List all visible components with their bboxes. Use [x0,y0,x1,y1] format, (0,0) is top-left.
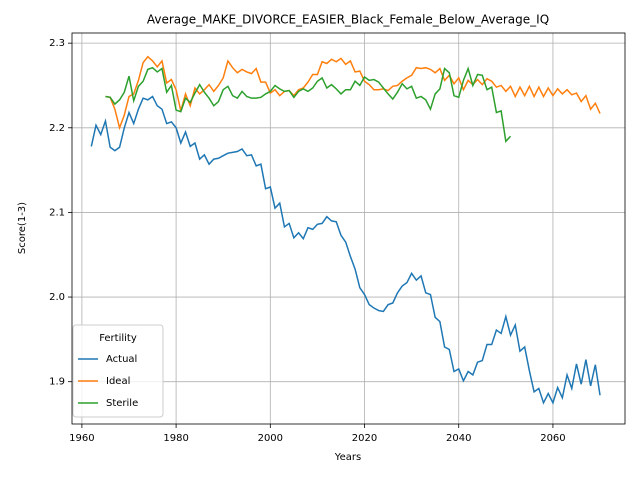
x-tick-label: 2000 [258,433,283,444]
legend-label: Sterile [106,398,138,409]
series-line [105,66,512,143]
x-tick-label: 2060 [540,433,565,444]
x-tick-label: 2040 [446,433,471,444]
plot-frame [71,32,626,425]
legend-title: Fertility [99,333,137,344]
x-axis-label: Years [334,452,361,463]
y-tick-label: 1.9 [49,377,65,388]
legend: Fertility Actual Ideal Sterile [72,324,164,418]
y-tick-label: 2.0 [49,292,65,303]
chart-title: Average_MAKE_DIVORCE_EASIER_Black_Female… [147,13,549,27]
y-tick-label: 2.2 [49,123,65,134]
series-line [105,55,601,131]
x-tick-label: 2020 [352,433,377,444]
y-axis-label: Score(1-3) [17,202,28,254]
series-line [90,95,601,405]
y-tick-label: 2.3 [49,38,65,49]
legend-label: Actual [106,354,137,365]
y-tick-label: 2.1 [49,207,65,218]
x-tick-label: 1960 [69,433,94,444]
x-tick-label: 1980 [163,433,188,444]
legend-box [72,324,164,418]
legend-label: Ideal [106,376,130,387]
